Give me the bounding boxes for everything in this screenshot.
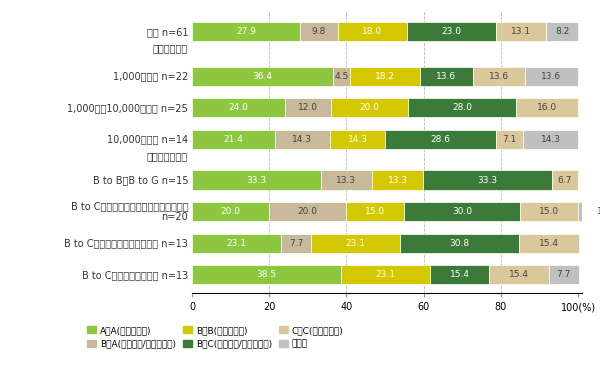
Bar — [496, 130, 523, 149]
Bar — [281, 233, 311, 253]
Text: B to C：メーカー（パッケージグッズ）
n=20: B to C：メーカー（パッケージグッズ） n=20 — [71, 201, 188, 223]
Text: 13.3: 13.3 — [388, 176, 407, 185]
Text: 24.0: 24.0 — [229, 103, 248, 112]
Text: 13.1: 13.1 — [511, 27, 531, 36]
Bar — [490, 265, 549, 284]
Text: 15.4: 15.4 — [509, 270, 529, 279]
Text: B to C：メーカー（耗久財他） n=13: B to C：メーカー（耗久財他） n=13 — [64, 238, 188, 248]
Bar — [525, 67, 578, 86]
Text: 18.0: 18.0 — [362, 27, 382, 36]
Bar — [520, 202, 578, 221]
Text: 16.0: 16.0 — [537, 103, 557, 112]
Bar — [338, 22, 407, 41]
Text: 23.1: 23.1 — [346, 239, 365, 248]
Bar — [473, 67, 525, 86]
Bar — [275, 130, 330, 149]
Text: 30.0: 30.0 — [452, 207, 472, 216]
Text: 12.0: 12.0 — [298, 103, 318, 112]
Bar — [523, 130, 578, 149]
Bar — [192, 67, 332, 86]
Bar — [330, 130, 385, 149]
Text: B to C：流通・サービス n=13: B to C：流通・サービス n=13 — [82, 270, 188, 280]
Text: 4.5: 4.5 — [334, 72, 349, 81]
Legend: A－A(完全集中型), B－A(制作主管/予算集中型), B－B(完全主管型), B－C(制作主管/予算集中型), C－C(完全分散型), その他: A－A(完全集中型), B－A(制作主管/予算集中型), B－B(完全主管型),… — [88, 326, 344, 349]
Bar — [547, 22, 578, 41]
Text: 27.9: 27.9 — [236, 27, 256, 36]
Text: 10,000人以上 n=14: 10,000人以上 n=14 — [107, 134, 188, 144]
Text: 13.6: 13.6 — [489, 72, 509, 81]
Bar — [341, 265, 430, 284]
Text: 7.7: 7.7 — [289, 239, 303, 248]
Text: 30.8: 30.8 — [449, 239, 470, 248]
Bar — [332, 67, 350, 86]
Text: 14.3: 14.3 — [347, 135, 367, 144]
Text: B to B、B to G n=15: B to B、B to G n=15 — [92, 175, 188, 185]
Bar — [350, 67, 420, 86]
Bar — [331, 98, 408, 117]
Text: 20.0: 20.0 — [221, 207, 241, 216]
Text: 15.0: 15.0 — [597, 207, 600, 216]
Text: 15.4: 15.4 — [449, 270, 470, 279]
Bar — [408, 98, 517, 117]
Bar — [320, 170, 372, 190]
Text: 13.6: 13.6 — [436, 72, 457, 81]
Text: 20.0: 20.0 — [359, 103, 380, 112]
Bar — [496, 22, 547, 41]
Bar — [192, 22, 300, 41]
Text: 6.7: 6.7 — [557, 176, 572, 185]
Bar — [407, 22, 496, 41]
Text: 全体 n=61: 全体 n=61 — [146, 27, 188, 37]
Text: 28.6: 28.6 — [430, 135, 450, 144]
Text: 7.1: 7.1 — [502, 135, 517, 144]
Bar — [300, 22, 338, 41]
Text: 14.3: 14.3 — [292, 135, 312, 144]
Text: 9.8: 9.8 — [311, 27, 326, 36]
Bar — [192, 130, 275, 149]
Bar — [269, 202, 346, 221]
Bar — [192, 233, 281, 253]
Text: 18.2: 18.2 — [375, 72, 395, 81]
Bar — [192, 98, 284, 117]
Text: 23.1: 23.1 — [375, 270, 395, 279]
Bar — [404, 202, 520, 221]
Text: 23.0: 23.0 — [442, 27, 461, 36]
Bar — [423, 170, 552, 190]
Bar — [519, 233, 578, 253]
Text: 33.3: 33.3 — [478, 176, 497, 185]
Bar — [372, 170, 423, 190]
Text: 15.0: 15.0 — [365, 207, 385, 216]
Text: 23.1: 23.1 — [227, 239, 247, 248]
Text: 【従業員数】: 【従業員数】 — [153, 43, 188, 53]
Text: 38.5: 38.5 — [256, 270, 277, 279]
Text: 【業種タイプ】: 【業種タイプ】 — [147, 151, 188, 161]
Text: 28.0: 28.0 — [452, 103, 472, 112]
Bar — [400, 233, 519, 253]
Bar — [346, 202, 404, 221]
Text: 33.3: 33.3 — [246, 176, 266, 185]
Bar — [311, 233, 400, 253]
Bar — [192, 265, 341, 284]
Bar — [549, 265, 578, 284]
Bar — [552, 170, 578, 190]
Text: 20.0: 20.0 — [298, 207, 318, 216]
Bar — [578, 202, 600, 221]
Bar — [430, 265, 490, 284]
Text: 15.4: 15.4 — [539, 239, 559, 248]
Text: 15.0: 15.0 — [539, 207, 559, 216]
Bar — [284, 98, 331, 117]
Bar — [192, 170, 320, 190]
Text: 14.3: 14.3 — [541, 135, 560, 144]
Text: 13.6: 13.6 — [541, 72, 562, 81]
Bar — [385, 130, 496, 149]
Text: 21.4: 21.4 — [223, 135, 243, 144]
Text: 13.3: 13.3 — [336, 176, 356, 185]
Text: 1,000人～10,000人未満 n=25: 1,000人～10,000人未満 n=25 — [67, 103, 188, 113]
Text: 1,000人未満 n=22: 1,000人未満 n=22 — [113, 71, 188, 81]
Bar — [420, 67, 473, 86]
Text: 36.4: 36.4 — [252, 72, 272, 81]
Bar — [517, 98, 578, 117]
Text: 8.2: 8.2 — [555, 27, 569, 36]
Text: 7.7: 7.7 — [556, 270, 571, 279]
Bar — [192, 202, 269, 221]
